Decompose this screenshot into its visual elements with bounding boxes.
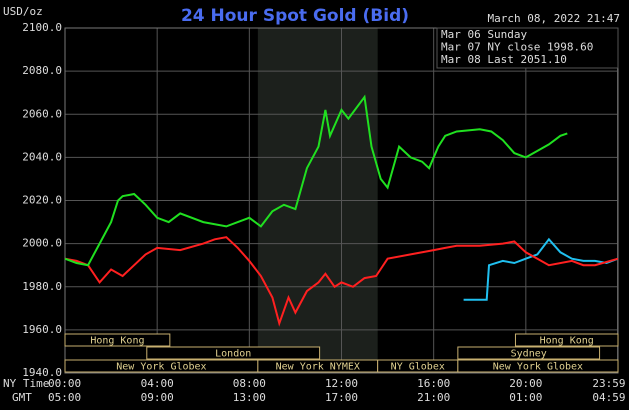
session-box [514, 333, 619, 347]
x-tick-label: 16:00 [417, 377, 450, 390]
y-tick-label: 2060.0 [22, 107, 62, 120]
x-tick-label: 20:00 [509, 377, 542, 390]
legend-entry: Mar 08 Last 2051.10 [441, 53, 567, 66]
plot-frame [64, 27, 619, 374]
gmt-tick-label: 17:00 [325, 391, 358, 404]
session-box [457, 346, 601, 360]
gmt-tick-label: 04:59 [592, 391, 625, 404]
y-tick-label: 2080.0 [22, 64, 62, 77]
x-tick-label: 00:00 [48, 377, 81, 390]
y-tick-label: 2040.0 [22, 150, 62, 163]
session-label: Sydney [511, 349, 547, 360]
session-label: Hong Kong [90, 336, 144, 347]
session-box [64, 333, 171, 347]
y-tick-label: 2000.0 [22, 237, 62, 250]
gmt-tick-label: 21:00 [417, 391, 450, 404]
legend-entry: Mar 06 Sunday [441, 28, 527, 41]
y-tick-label: 1980.0 [22, 280, 62, 293]
chart-title: 24 Hour Spot Gold (Bid) [181, 6, 409, 26]
x-tick-label: 12:00 [325, 377, 358, 390]
y-tick-label: 2020.0 [22, 194, 62, 207]
gmt-tick-label: 01:00 [509, 391, 542, 404]
x-tick-label: 04:00 [141, 377, 174, 390]
gmt-tick-label: 05:00 [48, 391, 81, 404]
gmt-tick-label: 09:00 [141, 391, 174, 404]
y-tick-label: 1940.0 [22, 366, 62, 379]
session-label: London [215, 349, 251, 360]
session-label: New York Globex [493, 362, 583, 373]
session-label: Hong Kong [540, 336, 594, 347]
timestamp: March 08, 2022 21:47 [488, 12, 620, 25]
session-label: New York Globex [116, 362, 206, 373]
x-row-label: GMT [12, 391, 32, 404]
session-box [457, 359, 619, 373]
gmt-tick-label: 13:00 [233, 391, 266, 404]
x-row-label: NY Time [3, 377, 49, 390]
y-tick-label: 1960.0 [22, 323, 62, 336]
y-tick-label: 2100.0 [22, 21, 62, 34]
session-label: New York NYMEX [276, 362, 360, 373]
series-line [64, 94, 568, 267]
legend-box [436, 27, 619, 69]
series-line [463, 237, 619, 301]
x-tick-label: 08:00 [233, 377, 266, 390]
series-line [64, 236, 619, 327]
x-tick-label: 23:59 [592, 377, 625, 390]
session-box [146, 346, 321, 360]
unit-label: USD/oz [3, 5, 43, 18]
legend-entry: Mar 07 NY close 1998.60 [441, 41, 593, 54]
session-label: NY Globex [391, 362, 445, 373]
